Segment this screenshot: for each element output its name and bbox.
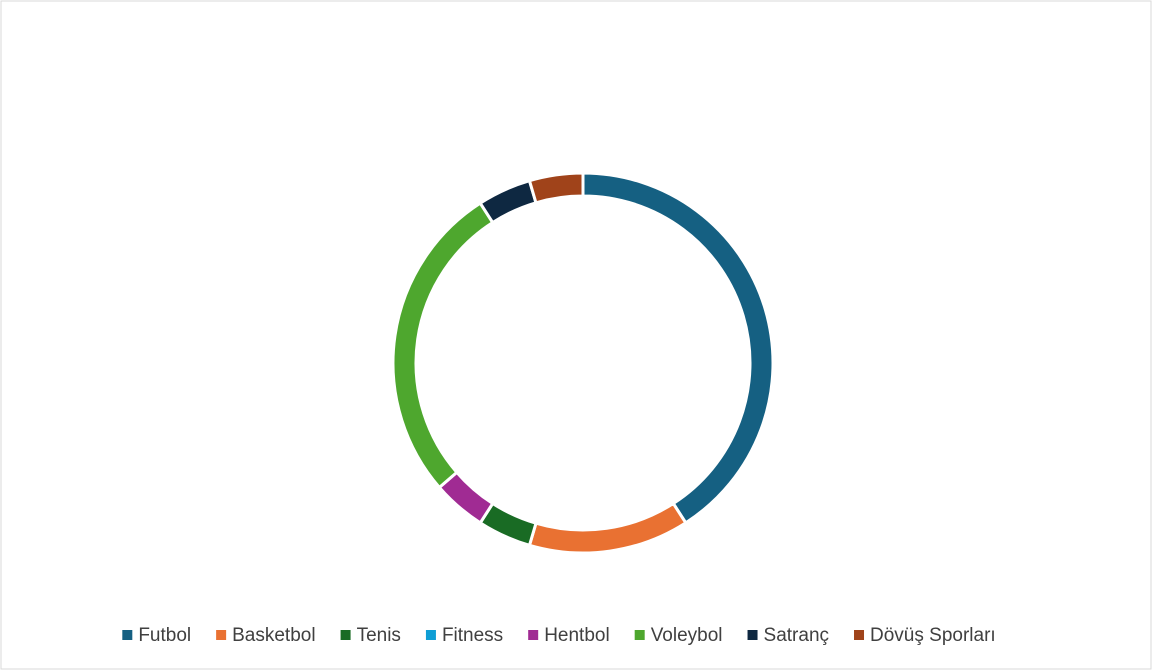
legend-label: Hentbol [544,625,610,646]
donut-segment [527,171,585,205]
legend-label: Satranç [764,625,829,646]
legend-label: Basketbol [232,625,315,646]
legend-label: Voleybol [651,625,723,646]
legend-label: Futbol [138,625,191,646]
legend-label: Tenis [357,625,401,646]
legend-label: Fitness [442,625,503,646]
legend-swatch [122,630,133,640]
legend-swatch [425,630,436,640]
legend-swatch [216,630,227,640]
legend-swatch [747,630,758,640]
legend-swatch [634,630,645,640]
legend-label: Dövüş Sporları [870,625,996,646]
legend-swatch [528,630,539,640]
legend-swatch [340,630,351,640]
legend-swatch [854,630,865,640]
